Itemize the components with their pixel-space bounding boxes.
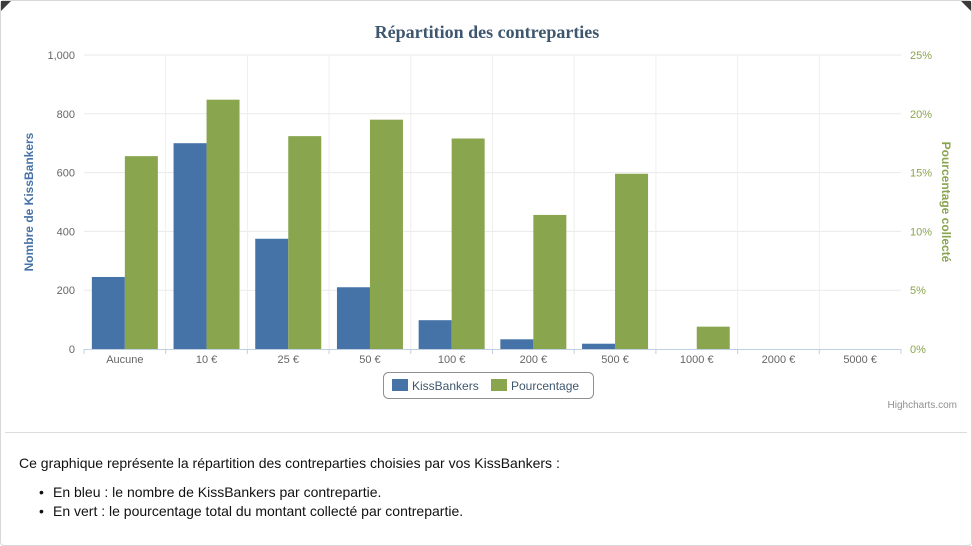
bar-kissbankers: [336, 287, 370, 349]
y-right-tick-label: 0%: [910, 344, 926, 356]
x-tick-label: 5000 €: [843, 354, 877, 366]
y-left-tick-label: 800: [57, 109, 75, 121]
bar-kissbankers: [255, 238, 289, 349]
bar-pourcentage: [533, 214, 567, 349]
y-right-tick-label: 10%: [910, 226, 932, 238]
legend-swatch-pourcentage: [491, 379, 507, 391]
legend-box: [383, 372, 594, 399]
y-left-axis-title: Nombre de KissBankers: [22, 132, 36, 271]
bar-pourcentage: [124, 156, 158, 349]
bar-pourcentage: [288, 136, 322, 349]
x-tick-label: 2000 €: [762, 354, 796, 366]
bar-kissbankers: [500, 339, 534, 349]
y-right-axis-title: Pourcentage collecté: [939, 142, 953, 263]
credits-label: Highcharts.com: [888, 400, 957, 411]
explanation-item-blue: En bleu : le nombre de KissBankers par c…: [39, 483, 463, 502]
y-right-tick-label: 25%: [910, 50, 932, 62]
x-tick-label: 1000 €: [680, 354, 714, 366]
section-divider: [5, 432, 967, 433]
x-tick-label: 25 €: [278, 354, 299, 366]
chart-description: Ce graphique représente la répartition d…: [19, 455, 560, 471]
bar-kissbankers: [582, 343, 616, 349]
bar-pourcentage: [451, 138, 485, 349]
y-left-tick-label: 200: [57, 285, 75, 297]
x-tick-label: 50 €: [359, 354, 380, 366]
chart-title: Répartition des contreparties: [375, 22, 600, 42]
y-right-tick-label: 20%: [910, 109, 932, 121]
combo-bar-chart: Répartition des contreparties Aucune 10 € 2…: [22, 22, 957, 411]
explanation-item-green: En vert : le pourcentage total du montan…: [39, 502, 463, 521]
y-left-tick-label: 0: [69, 344, 75, 356]
bar-pourcentage: [206, 99, 240, 349]
x-tick-label: 500 €: [601, 354, 629, 366]
bar-kissbankers: [173, 143, 207, 349]
bar-kissbankers: [91, 276, 125, 349]
bar-pourcentage: [696, 326, 730, 349]
legend-label-kissbankers: KissBankers: [412, 379, 479, 393]
bar-pourcentage: [615, 173, 649, 349]
legend-explanation-list: En bleu : le nombre de KissBankers par c…: [39, 483, 463, 521]
x-tick-label: 200 €: [520, 354, 548, 366]
x-tick-label: 10 €: [196, 354, 217, 366]
y-left-tick-label: 1,000: [47, 50, 75, 62]
x-tick-label: Aucune: [106, 354, 143, 366]
y-left-tick-label: 400: [57, 226, 75, 238]
bar-pourcentage: [369, 119, 403, 350]
x-tick-label: 100 €: [438, 354, 466, 366]
corner-mark: [1, 1, 11, 11]
bar-kissbankers: [418, 320, 452, 349]
y-right-tick-label: 15%: [910, 168, 932, 180]
y-right-tick-label: 5%: [910, 285, 926, 297]
legend-label-pourcentage: Pourcentage: [511, 379, 579, 393]
y-left-tick-label: 600: [57, 168, 75, 180]
corner-mark: [961, 1, 971, 11]
legend-swatch-kissbankers: [392, 379, 408, 391]
